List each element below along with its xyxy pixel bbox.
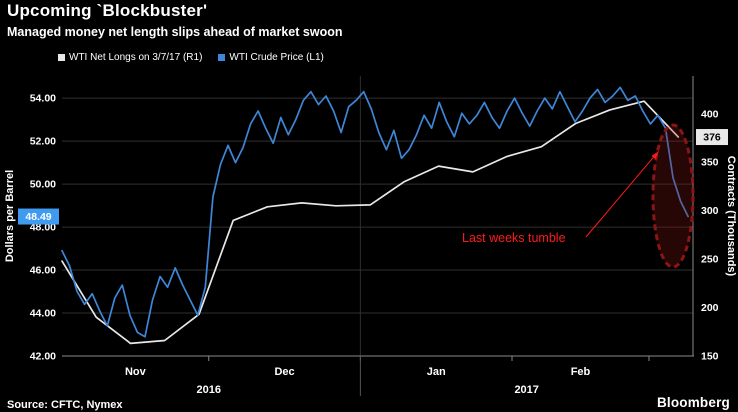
svg-text:54.00: 54.00 [30, 93, 56, 105]
svg-text:Nov: Nov [125, 366, 147, 378]
svg-text:Dec: Dec [274, 366, 294, 378]
source-text: Source: CFTC, Nymex [7, 399, 123, 411]
legend-item-net-longs: WTI Net Longs on 3/7/17 (R1) [58, 52, 202, 63]
chart-title: Upcoming `Blockbuster' [7, 1, 208, 20]
legend-item-crude-price: WTI Crude Price (L1) [218, 52, 324, 63]
svg-text:52.00: 52.00 [30, 136, 56, 148]
legend-swatch-net-longs-icon [58, 54, 65, 61]
svg-text:400: 400 [701, 108, 719, 120]
svg-text:50.00: 50.00 [30, 179, 56, 191]
svg-text:150: 150 [701, 351, 719, 363]
svg-text:200: 200 [701, 302, 719, 314]
svg-text:44.00: 44.00 [30, 308, 56, 320]
svg-text:300: 300 [701, 205, 719, 217]
svg-text:250: 250 [701, 254, 719, 266]
svg-text:2017: 2017 [514, 384, 538, 396]
svg-text:Jan: Jan [427, 366, 446, 378]
svg-text:376: 376 [703, 132, 721, 144]
legend-label-crude-price: WTI Crude Price (L1) [229, 52, 324, 63]
svg-text:48.49: 48.49 [25, 211, 51, 223]
svg-text:350: 350 [701, 157, 719, 169]
legend-label-net-longs: WTI Net Longs on 3/7/17 (R1) [69, 52, 203, 63]
svg-text:Last weeks tumble: Last weeks tumble [462, 231, 566, 245]
bloomberg-logo: Bloomberg [656, 395, 730, 410]
svg-text:42.00: 42.00 [30, 351, 56, 363]
chart-subtitle: Managed money net length slips ahead of … [7, 25, 343, 39]
svg-text:46.00: 46.00 [30, 265, 56, 277]
svg-text:48.00: 48.00 [30, 222, 56, 234]
svg-text:2016: 2016 [197, 384, 221, 396]
svg-text:Contracts (Thousands): Contracts (Thousands) [725, 156, 737, 277]
legend-swatch-crude-price-icon [218, 54, 226, 61]
chart-legend: WTI Net Longs on 3/7/17 (R1) WTI Crude P… [58, 52, 324, 63]
svg-text:Dollars per Barrel: Dollars per Barrel [4, 170, 16, 262]
svg-text:Feb: Feb [571, 366, 591, 378]
